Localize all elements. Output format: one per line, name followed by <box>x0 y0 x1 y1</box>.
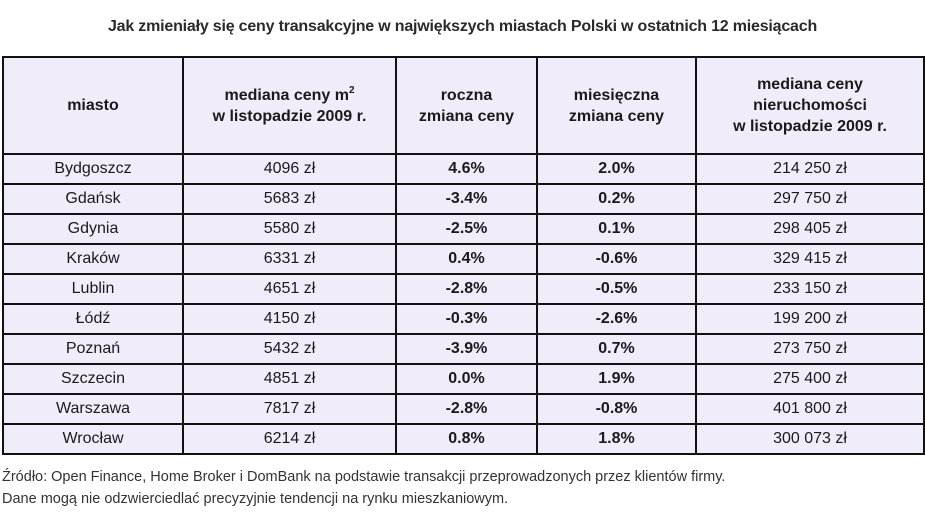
cell-property-median: 214 250 zł <box>695 153 925 185</box>
cell-city: Łódź <box>2 303 184 335</box>
cell-city: Kraków <box>2 243 184 275</box>
header-annual-line1: roczna <box>440 86 493 104</box>
cell-property-median: 298 405 zł <box>695 213 925 245</box>
header-median-m2: mediana ceny m2 w listopadzie 2009 r. <box>182 56 397 155</box>
cell-property-median: 329 415 zł <box>695 243 925 275</box>
cell-monthly-change: 0.1% <box>536 213 697 245</box>
header-city-label: miasto <box>67 97 119 114</box>
source-footnote: Źródło: Open Finance, Home Broker i DomB… <box>2 466 725 510</box>
header-property-line2: nieruchomości <box>753 97 867 114</box>
cell-monthly-change: 0.7% <box>536 333 697 365</box>
table-row: Wrocław 6214 zł 0.8% 1.8% 300 073 zł <box>2 423 925 455</box>
header-median-m2-line1: mediana ceny m <box>224 86 349 104</box>
table-title: Jak zmieniały się ceny transakcyjne w na… <box>107 18 818 35</box>
cell-city: Lublin <box>2 273 184 305</box>
price-table: miasto mediana ceny m2 w listopadzie 200… <box>2 56 925 455</box>
cell-city: Wrocław <box>2 423 184 455</box>
table-row: Szczecin 4851 zł 0.0% 1.9% 275 400 zł <box>2 363 925 395</box>
cell-property-median: 300 073 zł <box>695 423 925 455</box>
cell-median-m2: 5580 zł <box>182 213 397 245</box>
footnote-disclaimer-line: Dane mogą nie odzwierciedlać precyzyjnie… <box>2 491 509 507</box>
cell-monthly-change: 0.2% <box>536 183 697 215</box>
cell-annual-change: 0.0% <box>395 363 538 395</box>
header-row: miasto mediana ceny m2 w listopadzie 200… <box>2 56 925 155</box>
table-row: Poznań 5432 zł -3.9% 0.7% 273 750 zł <box>2 333 925 365</box>
cell-median-m2: 7817 zł <box>182 393 397 425</box>
header-property-line1: mediana ceny <box>757 76 863 93</box>
header-annual-line2: zmiana ceny <box>418 107 515 125</box>
cell-city: Poznań <box>2 333 184 365</box>
table-row: Lublin 4651 zł -2.8% -0.5% 233 150 zł <box>2 273 925 305</box>
cell-monthly-change: -0.8% <box>536 393 697 425</box>
cell-median-m2: 4150 zł <box>182 303 397 335</box>
cell-city: Gdańsk <box>2 183 184 215</box>
table-row: Gdańsk 5683 zł -3.4% 0.2% 297 750 zł <box>2 183 925 215</box>
cell-monthly-change: 2.0% <box>536 153 697 185</box>
table-row: Warszawa 7817 zł -2.8% -0.8% 401 800 zł <box>2 393 925 425</box>
cell-annual-change: 0.8% <box>395 423 538 455</box>
cell-property-median: 401 800 zł <box>695 393 925 425</box>
cell-median-m2: 5683 zł <box>182 183 397 215</box>
cell-annual-change: -3.4% <box>395 183 538 215</box>
cell-median-m2: 6214 zł <box>182 423 397 455</box>
cell-property-median: 199 200 zł <box>695 303 925 335</box>
cell-city: Bydgoszcz <box>2 153 184 185</box>
table-row: Bydgoszcz 4096 zł 4.6% 2.0% 214 250 zł <box>2 153 925 185</box>
cell-annual-change: 4.6% <box>395 153 538 185</box>
cell-annual-change: -0.3% <box>395 303 538 335</box>
header-median-m2-line2: w listopadzie 2009 r. <box>212 107 367 125</box>
cell-city: Gdynia <box>2 213 184 245</box>
header-monthly-line1: miesięczna <box>573 86 660 104</box>
cell-median-m2: 4096 zł <box>182 153 397 185</box>
table-row: Łódź 4150 zł -0.3% -2.6% 199 200 zł <box>2 303 925 335</box>
header-monthly-line2: zmiana ceny <box>568 107 665 125</box>
cell-city: Warszawa <box>2 393 184 425</box>
cell-property-median: 297 750 zł <box>695 183 925 215</box>
cell-median-m2: 6331 zł <box>182 243 397 275</box>
cell-median-m2: 5432 zł <box>182 333 397 365</box>
cell-annual-change: 0.4% <box>395 243 538 275</box>
header-city: miasto <box>2 56 184 155</box>
cell-annual-change: -2.8% <box>395 393 538 425</box>
header-property-line3: w listopadzie 2009 r. <box>733 118 887 135</box>
footnote-source-line: Źródło: Open Finance, Home Broker i DomB… <box>2 469 726 485</box>
cell-annual-change: -2.8% <box>395 273 538 305</box>
cell-median-m2: 4651 zł <box>182 273 397 305</box>
header-annual-change: roczna zmiana ceny <box>395 56 538 155</box>
cell-monthly-change: -2.6% <box>536 303 697 335</box>
header-median-m2-sup: 2 <box>348 84 355 96</box>
cell-monthly-change: -0.5% <box>536 273 697 305</box>
cell-property-median: 273 750 zł <box>695 333 925 365</box>
table-row: Kraków 6331 zł 0.4% -0.6% 329 415 zł <box>2 243 925 275</box>
table-row: Gdynia 5580 zł -2.5% 0.1% 298 405 zł <box>2 213 925 245</box>
cell-property-median: 275 400 zł <box>695 363 925 395</box>
header-property-median: mediana ceny nieruchomości w listopadzie… <box>695 56 925 155</box>
cell-monthly-change: -0.6% <box>536 243 697 275</box>
cell-median-m2: 4851 zł <box>182 363 397 395</box>
cell-annual-change: -2.5% <box>395 213 538 245</box>
cell-monthly-change: 1.9% <box>536 363 697 395</box>
cell-annual-change: -3.9% <box>395 333 538 365</box>
cell-monthly-change: 1.8% <box>536 423 697 455</box>
header-monthly-change: miesięczna zmiana ceny <box>536 56 697 155</box>
cell-city: Szczecin <box>2 363 184 395</box>
cell-property-median: 233 150 zł <box>695 273 925 305</box>
